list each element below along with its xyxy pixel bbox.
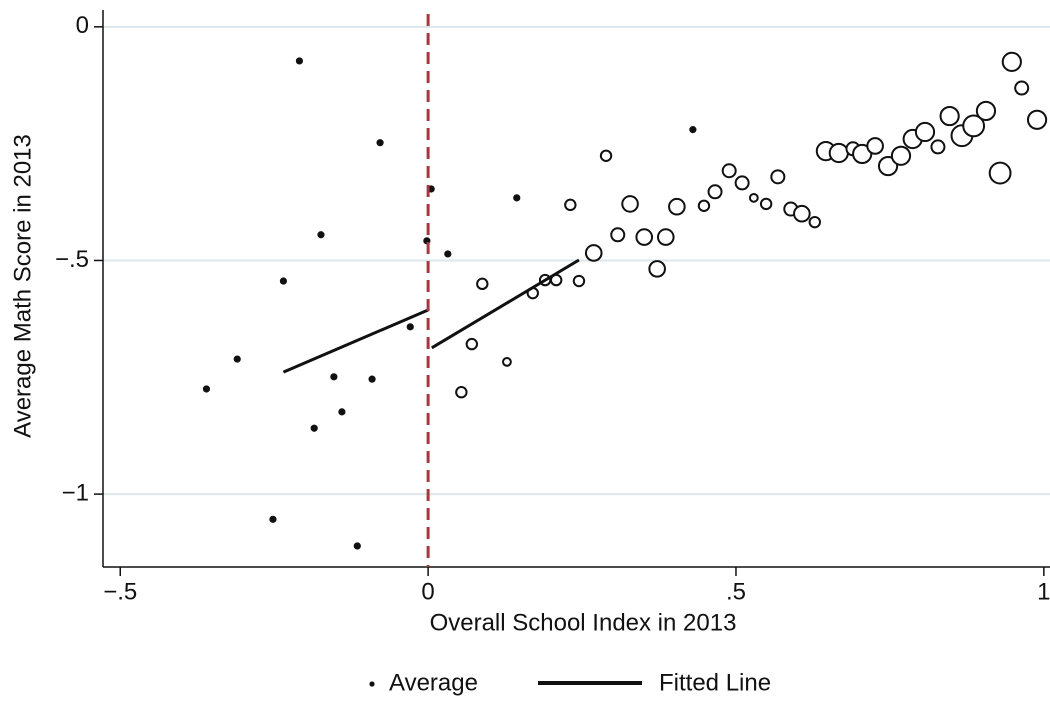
point	[877, 155, 899, 177]
point	[828, 142, 849, 164]
legend-marker	[369, 681, 375, 687]
point	[930, 139, 946, 155]
point	[269, 515, 277, 523]
legend-label: Fitted Line	[659, 669, 771, 696]
y-tick-label: 0	[76, 12, 89, 39]
point	[648, 260, 666, 278]
point	[707, 184, 723, 200]
point	[353, 542, 361, 550]
point	[689, 126, 697, 134]
point	[295, 57, 304, 65]
point	[455, 386, 468, 399]
point	[770, 169, 786, 185]
legend-label: Average	[389, 669, 478, 696]
point	[635, 228, 654, 246]
point	[668, 197, 686, 216]
point	[1014, 80, 1030, 96]
y-axis-label: Average Math Score in 2013	[9, 134, 36, 438]
point	[939, 105, 960, 127]
point	[502, 356, 512, 367]
point	[572, 274, 586, 288]
point	[444, 250, 452, 258]
x-tick-label: 0	[421, 578, 434, 605]
point	[317, 231, 325, 239]
point	[890, 145, 912, 166]
point	[656, 228, 675, 246]
point	[759, 197, 773, 211]
point	[748, 192, 759, 203]
point	[406, 323, 414, 331]
y-tick-label: −1	[62, 479, 89, 506]
point	[852, 143, 873, 165]
point	[330, 373, 338, 381]
point	[1001, 51, 1022, 72]
point	[621, 195, 639, 213]
x-tick-label: 1	[1037, 578, 1050, 605]
point	[962, 114, 986, 138]
point	[610, 227, 626, 243]
fitted-line	[282, 258, 580, 374]
point	[914, 121, 936, 143]
point	[697, 199, 711, 212]
point	[734, 175, 750, 191]
point	[599, 149, 613, 162]
point	[368, 375, 376, 383]
y-tick-label: −.5	[55, 246, 89, 273]
point	[376, 139, 384, 147]
x-tick-label: −.5	[103, 578, 137, 605]
point	[988, 161, 1012, 185]
point	[584, 244, 603, 262]
point	[310, 424, 318, 432]
point	[465, 337, 479, 351]
point	[866, 137, 884, 155]
point	[808, 215, 821, 229]
x-axis-label: Overall School Index in 2013	[430, 609, 737, 636]
point	[721, 163, 737, 179]
point	[1026, 109, 1048, 130]
point	[202, 385, 211, 393]
point	[338, 408, 346, 416]
x-tick-label: .5	[726, 578, 746, 605]
point	[233, 355, 241, 363]
point	[513, 194, 521, 202]
point	[476, 277, 489, 291]
point	[279, 277, 288, 285]
point	[564, 198, 577, 212]
point	[793, 204, 811, 223]
point	[975, 100, 997, 122]
